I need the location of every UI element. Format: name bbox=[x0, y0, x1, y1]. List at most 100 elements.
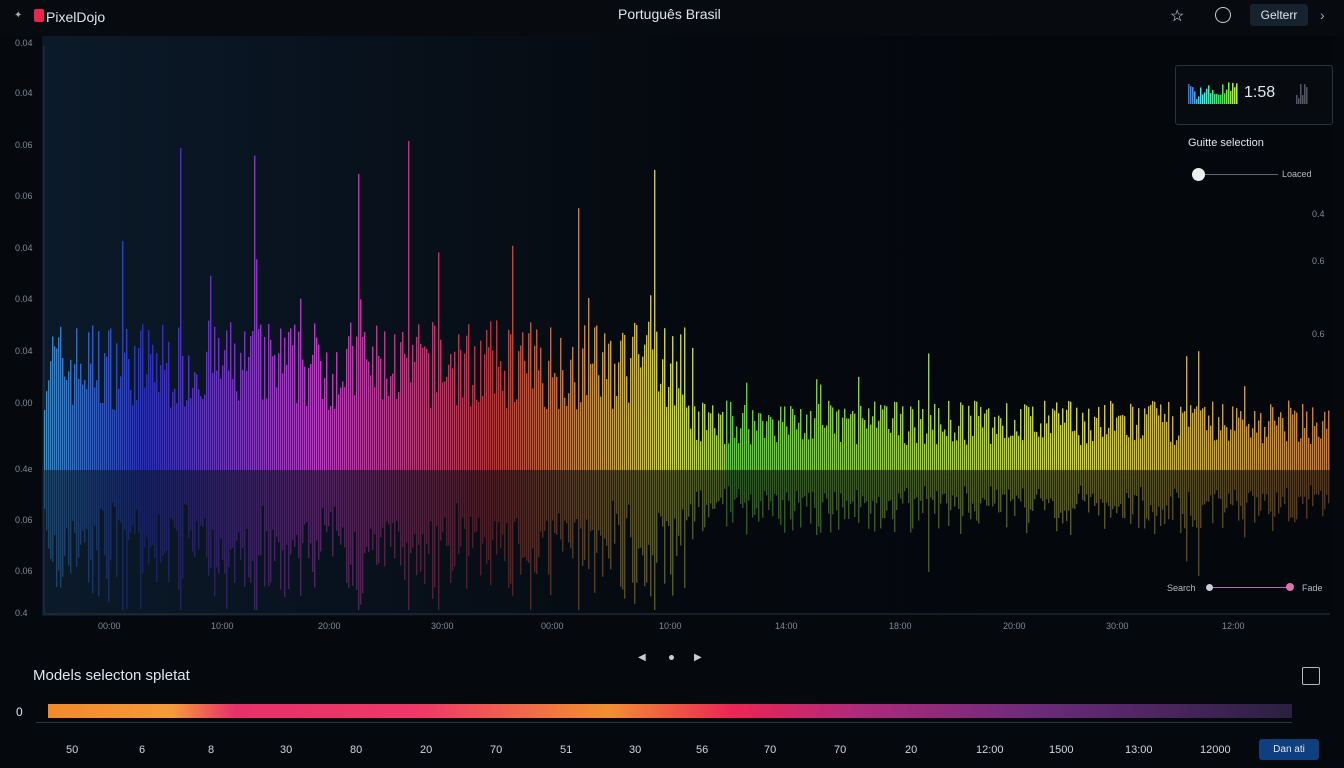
wave-reflection bbox=[1006, 470, 1008, 528]
wave-reflection bbox=[390, 470, 392, 547]
wave-bar bbox=[1086, 443, 1088, 470]
wave-reflection bbox=[842, 470, 844, 508]
play[interactable] bbox=[669, 655, 674, 660]
wave-reflection bbox=[954, 470, 956, 507]
wave-bar bbox=[740, 428, 742, 470]
timeline-button[interactable]: Dan ati bbox=[1259, 739, 1319, 760]
wave-bar bbox=[440, 339, 442, 470]
wave-reflection bbox=[544, 470, 546, 531]
y-label: 0.06 bbox=[15, 140, 33, 150]
fade-thumb-a[interactable] bbox=[1206, 584, 1213, 591]
wave-bar bbox=[692, 347, 694, 470]
wave-bar bbox=[180, 148, 182, 470]
chevron[interactable]: › bbox=[1320, 7, 1325, 23]
wave-bar bbox=[304, 366, 306, 470]
wave-bar bbox=[970, 415, 972, 470]
wave-bar bbox=[364, 332, 366, 470]
wave-bar bbox=[1218, 417, 1220, 470]
timeline-bar[interactable] bbox=[48, 704, 1292, 718]
wave-reflection bbox=[74, 470, 76, 534]
wave-reflection bbox=[148, 470, 150, 565]
wave-bar bbox=[698, 411, 700, 470]
wave-bar bbox=[412, 344, 414, 470]
wave-reflection bbox=[220, 470, 222, 539]
wave-bar bbox=[854, 413, 856, 470]
wave-bar bbox=[810, 411, 812, 470]
wave-bar bbox=[796, 429, 798, 470]
language[interactable]: Português Brasil bbox=[618, 6, 721, 22]
wave-bar bbox=[702, 402, 704, 470]
wave-bar bbox=[532, 388, 534, 470]
wave-bar bbox=[862, 418, 864, 470]
wave-bar bbox=[1292, 414, 1294, 470]
right-label: 0.6 bbox=[1312, 329, 1325, 339]
wave-bar bbox=[316, 337, 318, 470]
wave-reflection bbox=[698, 470, 700, 507]
wave-bar bbox=[910, 406, 912, 470]
fade-thumb-b[interactable] bbox=[1286, 583, 1294, 591]
wave-bar bbox=[450, 353, 452, 470]
wave-bar bbox=[736, 426, 738, 470]
wave-bar bbox=[720, 414, 722, 470]
compass-icon[interactable] bbox=[1215, 7, 1231, 23]
wave-reflection bbox=[78, 470, 80, 558]
wave-reflection bbox=[346, 470, 348, 583]
wave-bar bbox=[608, 343, 610, 470]
wave-bar bbox=[1272, 407, 1274, 470]
wave-bar bbox=[154, 381, 156, 470]
wave-reflection bbox=[1282, 470, 1284, 497]
wave-bar bbox=[884, 405, 886, 470]
wave-bar bbox=[340, 387, 342, 470]
wave-reflection bbox=[366, 470, 368, 547]
wave-bar bbox=[376, 325, 378, 470]
wave-reflection bbox=[834, 470, 836, 493]
wave-bar bbox=[540, 347, 542, 470]
wave-bar bbox=[92, 325, 94, 470]
wave-reflection bbox=[1042, 470, 1044, 502]
wave-reflection bbox=[662, 470, 664, 527]
wave-reflection bbox=[218, 470, 220, 574]
wave-bar bbox=[760, 413, 762, 470]
wave-reflection bbox=[956, 470, 958, 497]
wave-bar bbox=[836, 411, 838, 470]
wave-reflection bbox=[824, 470, 826, 494]
wave-reflection bbox=[332, 470, 334, 557]
wave-bar bbox=[106, 356, 108, 470]
wave-bar bbox=[582, 348, 584, 470]
header-button[interactable]: Gelterr bbox=[1250, 4, 1308, 26]
export-icon[interactable] bbox=[1302, 667, 1320, 685]
wave-reflection bbox=[514, 470, 516, 522]
wave-reflection bbox=[568, 470, 570, 543]
wave-reflection bbox=[636, 470, 638, 583]
slider-thumb[interactable] bbox=[1192, 168, 1205, 181]
wave-reflection bbox=[120, 470, 122, 523]
wave-reflection bbox=[242, 470, 244, 549]
wave-bar bbox=[336, 352, 338, 470]
wave-reflection bbox=[1300, 470, 1302, 497]
wave-bar bbox=[390, 376, 392, 470]
star-icon[interactable]: ☆ bbox=[1170, 8, 1185, 25]
wave-reflection bbox=[342, 470, 344, 528]
wave-reflection bbox=[678, 470, 680, 536]
wave-reflection bbox=[182, 470, 184, 579]
wave-bar bbox=[332, 373, 334, 470]
wave-bar bbox=[988, 408, 990, 470]
mini-bar bbox=[1200, 87, 1202, 104]
mini-bar bbox=[1206, 88, 1208, 104]
wave-bar bbox=[664, 328, 666, 470]
wave-reflection bbox=[130, 470, 132, 533]
rewind[interactable]: ◀ bbox=[638, 652, 646, 663]
wave-bar bbox=[1126, 434, 1128, 470]
wave-bar bbox=[770, 416, 772, 470]
wave-bar bbox=[1124, 416, 1126, 470]
wave-bar bbox=[1076, 407, 1078, 470]
wave-bar bbox=[808, 439, 810, 470]
wave-reflection bbox=[56, 470, 58, 587]
wave-reflection bbox=[48, 470, 50, 549]
back-icon[interactable]: ✦ bbox=[14, 10, 23, 21]
wave-reflection bbox=[470, 470, 472, 517]
forward[interactable]: ▶ bbox=[694, 652, 702, 663]
wave-bar bbox=[426, 348, 428, 470]
wave-bar bbox=[1264, 426, 1266, 470]
